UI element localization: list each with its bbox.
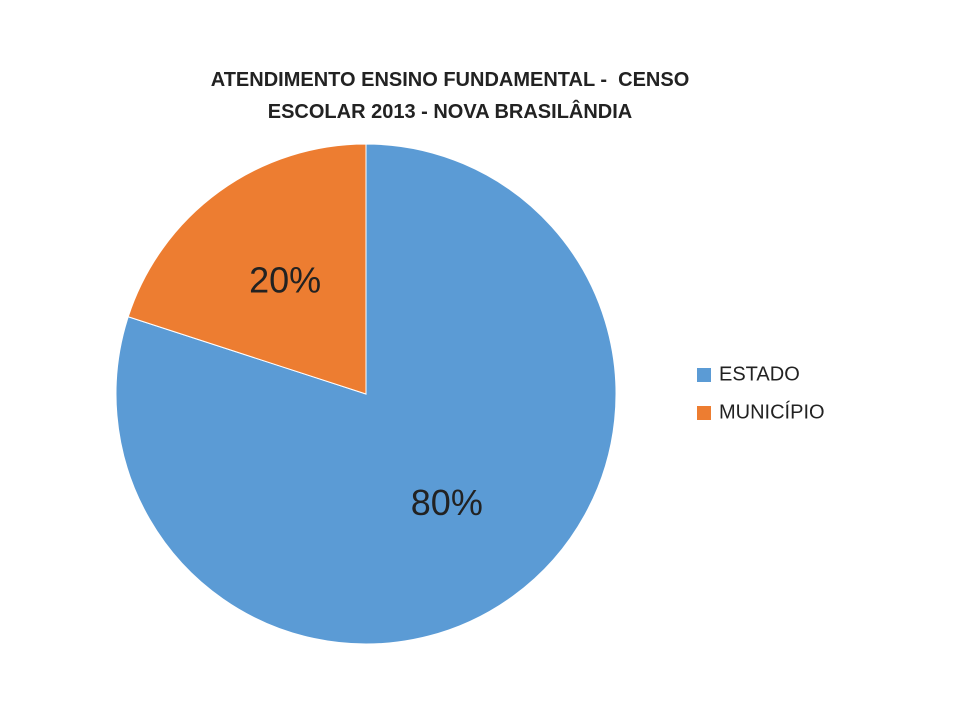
legend-label: MUNICÍPIO: [719, 400, 825, 423]
legend-swatch: [697, 406, 711, 420]
pie-slice: [127, 143, 367, 395]
chart-title: ATENDIMENTO ENSINO FUNDAMENTAL - CENSO E…: [210, 69, 695, 123]
legend-label: ESTADO: [719, 363, 800, 385]
data-label: 80%: [411, 482, 483, 523]
legend-swatch: [697, 368, 711, 382]
data-label: 20%: [249, 259, 321, 300]
